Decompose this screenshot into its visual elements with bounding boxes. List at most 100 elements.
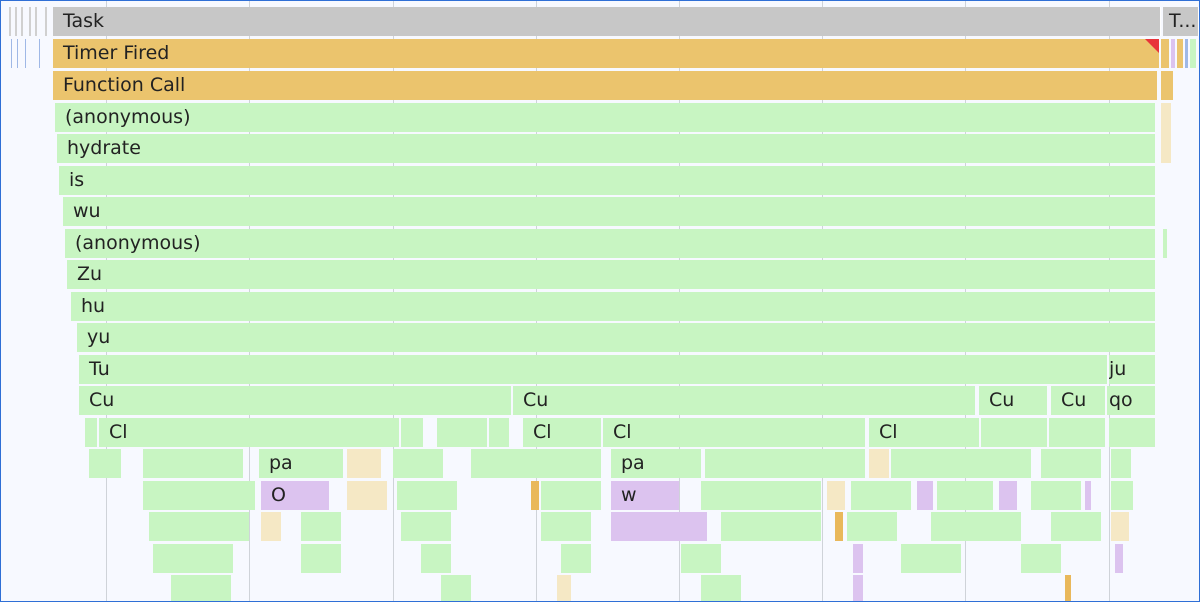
call-frame-cu[interactable]: Cu [79, 386, 511, 415]
call-frame[interactable] [901, 544, 961, 573]
call-frame-yu[interactable]: yu [77, 323, 1155, 352]
timer-fired-bar[interactable] [1161, 39, 1169, 68]
call-frame[interactable] [981, 418, 1047, 447]
call-frame-hydrate[interactable]: hydrate [57, 134, 1155, 163]
call-frame-cl[interactable]: Cl [99, 418, 399, 447]
task-bar[interactable]: Task [53, 7, 1161, 36]
call-frame[interactable] [835, 512, 843, 541]
call-frame[interactable] [1115, 544, 1123, 573]
call-frame[interactable] [827, 481, 845, 510]
call-frame[interactable] [1051, 512, 1101, 541]
call-frame-zu[interactable]: Zu [67, 260, 1155, 289]
event-tick[interactable] [39, 39, 40, 68]
event-sliver[interactable] [1171, 39, 1175, 68]
call-frame[interactable] [701, 481, 821, 510]
call-frame[interactable] [301, 512, 341, 541]
call-frame[interactable] [561, 544, 591, 573]
call-frame[interactable] [1111, 481, 1133, 510]
function-call-bar[interactable]: Function Call [53, 71, 1157, 100]
call-frame-cl[interactable]: Cl [603, 418, 865, 447]
event-tick[interactable] [11, 39, 12, 68]
call-frame-anonymous-2[interactable]: (anonymous) [65, 229, 1155, 258]
call-frame[interactable] [171, 575, 231, 601]
call-frame[interactable] [891, 449, 1031, 478]
call-frame-tu[interactable]: Tu [79, 355, 1107, 384]
call-frame-hu[interactable]: hu [71, 292, 1155, 321]
task-bar-truncated[interactable]: T... [1163, 7, 1199, 36]
call-frame[interactable] [1111, 449, 1131, 478]
call-frame-cu[interactable]: Cu [979, 386, 1047, 415]
call-frame[interactable] [143, 481, 255, 510]
call-frame[interactable] [681, 544, 721, 573]
call-frame[interactable] [937, 481, 993, 510]
event-sliver[interactable] [1161, 103, 1171, 163]
task-tick[interactable] [9, 7, 11, 36]
call-frame[interactable] [89, 449, 121, 478]
call-frame-cu[interactable]: Cu [1051, 386, 1105, 415]
timer-fired-bar[interactable]: Timer Fired [53, 39, 1159, 68]
call-frame[interactable] [611, 512, 707, 541]
call-frame[interactable] [347, 449, 381, 478]
task-tick[interactable] [45, 7, 47, 36]
call-frame[interactable] [1049, 418, 1105, 447]
call-frame[interactable] [261, 512, 281, 541]
call-frame-cl[interactable]: Cl [869, 418, 979, 447]
call-frame-w[interactable]: w [611, 481, 679, 510]
call-frame[interactable] [931, 512, 1021, 541]
event-sliver[interactable] [1190, 39, 1196, 68]
call-frame-is[interactable]: is [59, 166, 1155, 195]
call-frame[interactable] [999, 481, 1017, 510]
function-call-bar[interactable] [1161, 71, 1173, 100]
call-frame[interactable] [869, 449, 889, 478]
event-sliver[interactable] [1163, 229, 1167, 258]
call-frame[interactable] [397, 481, 457, 510]
call-frame[interactable] [393, 449, 443, 478]
call-frame[interactable] [347, 481, 387, 510]
call-frame-anonymous[interactable]: (anonymous) [55, 103, 1155, 132]
call-frame-wu[interactable]: wu [63, 197, 1155, 226]
call-frame[interactable] [301, 544, 341, 573]
call-frame[interactable] [437, 418, 487, 447]
call-frame[interactable] [401, 418, 423, 447]
call-frame[interactable] [489, 418, 509, 447]
call-frame[interactable] [149, 512, 249, 541]
call-frame[interactable] [471, 449, 601, 478]
task-tick[interactable] [29, 7, 31, 36]
call-frame-pa[interactable]: pa [259, 449, 343, 478]
call-frame-ju[interactable]: ju [1109, 355, 1155, 384]
task-tick[interactable] [21, 7, 23, 36]
call-frame-cl[interactable]: Cl [523, 418, 601, 447]
call-frame-cu[interactable]: Cu [513, 386, 975, 415]
call-frame[interactable] [143, 449, 243, 478]
call-frame[interactable] [557, 575, 571, 601]
call-frame[interactable] [1065, 575, 1071, 601]
call-frame[interactable] [1041, 449, 1101, 478]
call-frame[interactable] [705, 449, 865, 478]
call-frame[interactable] [1111, 512, 1129, 541]
call-frame-o[interactable]: O [261, 481, 329, 510]
call-frame[interactable] [721, 512, 821, 541]
call-frame[interactable] [153, 544, 233, 573]
call-frame[interactable] [853, 575, 863, 601]
call-frame[interactable] [851, 481, 911, 510]
call-frame[interactable] [1085, 481, 1091, 510]
task-tick[interactable] [15, 7, 17, 36]
call-frame[interactable] [917, 481, 933, 510]
call-frame[interactable] [701, 575, 741, 601]
call-frame[interactable] [531, 481, 539, 510]
call-frame[interactable] [541, 481, 601, 510]
call-frame[interactable] [1021, 544, 1061, 573]
call-frame[interactable] [541, 512, 591, 541]
event-sliver[interactable] [1177, 39, 1183, 68]
call-frame-pa[interactable]: pa [611, 449, 701, 478]
call-frame[interactable] [1031, 481, 1081, 510]
call-frame[interactable] [85, 418, 97, 447]
call-frame[interactable] [847, 512, 897, 541]
event-tick[interactable] [17, 39, 18, 68]
call-frame[interactable] [853, 544, 863, 573]
event-tick[interactable] [25, 39, 26, 68]
task-tick[interactable] [35, 7, 37, 36]
event-sliver[interactable] [1185, 39, 1188, 68]
